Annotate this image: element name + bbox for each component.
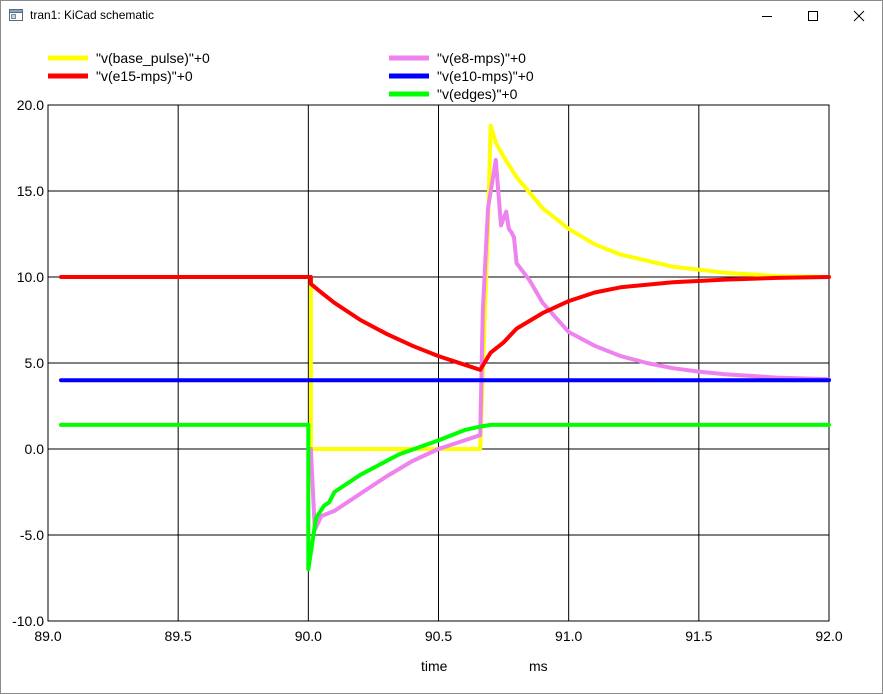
maximize-button[interactable]: [790, 1, 836, 31]
y-tick-label: 20.0: [17, 97, 44, 113]
title-bar[interactable]: tran1: KiCad schematic: [1, 1, 882, 31]
chart-legend: "v(base_pulse)"+0 "v(e15-mps)"+0 "v(e8-mps…: [48, 50, 534, 102]
window-app-icon: [9, 9, 23, 21]
x-tick-label: 92.0: [815, 628, 842, 644]
minimize-button[interactable]: [744, 1, 790, 31]
tick-labels: 89.0 89.5 90.0 90.5 91.0 91.5 92.0 20.0 15.0 10.0…: [12, 97, 843, 644]
chart-grid: [47, 104, 830, 622]
x-tick-label: 89.0: [34, 628, 61, 644]
x-tick-label: 91.5: [685, 628, 712, 644]
series-line-0: [306, 123, 831, 451]
legend-label-2: "v(e15-mps)"+0: [96, 68, 193, 84]
y-tick-label: 5.0: [25, 355, 45, 371]
series-layer: [59, 123, 831, 572]
y-tick-label: 10.0: [17, 269, 44, 285]
y-tick-label: -10.0: [12, 613, 44, 629]
y-tick-label: -5.0: [20, 527, 44, 543]
series-line-2: [59, 275, 831, 372]
maximize-icon: [808, 11, 818, 21]
x-tick-label: 90.0: [295, 628, 322, 644]
series-line-4: [59, 422, 831, 572]
minimize-icon: [762, 16, 772, 17]
y-tick-label: 0.0: [25, 441, 45, 457]
x-axis-unit: ms: [529, 658, 548, 674]
x-tick-label: 91.0: [555, 628, 582, 644]
legend-label-0: "v(base_pulse)"+0: [96, 50, 210, 66]
close-button[interactable]: [836, 1, 882, 31]
legend-label-1: "v(e8-mps)"+0: [437, 50, 526, 66]
y-tick-label: 15.0: [17, 183, 44, 199]
x-tick-label: 89.5: [165, 628, 192, 644]
close-icon: [853, 10, 865, 22]
window-title: tran1: KiCad schematic: [30, 8, 155, 22]
x-tick-label: 90.5: [425, 628, 452, 644]
legend-label-3: "v(e10-mps)"+0: [437, 68, 534, 84]
plot-frame: [47, 104, 830, 622]
x-axis-label: time: [421, 658, 448, 674]
legend-label-4: "v(edges)"+0: [437, 86, 518, 102]
series-line-1: [308, 158, 831, 532]
